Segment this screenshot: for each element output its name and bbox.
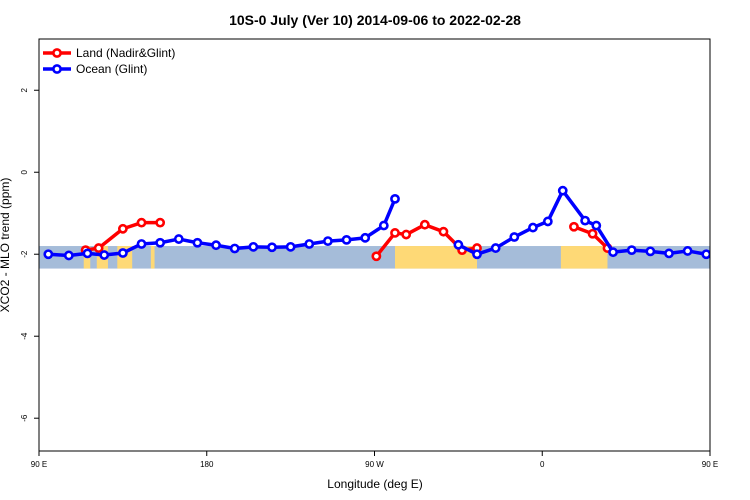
x-tick-label: 0 bbox=[540, 460, 545, 469]
ocean-data-point bbox=[453, 239, 464, 250]
ocean-data-point bbox=[136, 239, 147, 249]
land-data-point bbox=[401, 229, 412, 240]
ocean-data-point bbox=[557, 185, 568, 196]
x-axis: 90 E 180 90 W 0 90 E bbox=[31, 451, 718, 469]
ocean-data-point bbox=[82, 248, 93, 259]
ocean-data-point bbox=[360, 232, 371, 243]
land-data-point bbox=[587, 228, 598, 239]
ocean-data-point bbox=[580, 215, 591, 226]
ocean-data-point bbox=[721, 253, 728, 260]
land-data-point bbox=[136, 217, 147, 228]
ocean-data-point bbox=[378, 220, 389, 231]
y-axis: 2 0 -2 -4 -6 bbox=[20, 87, 39, 422]
legend-marker bbox=[52, 48, 62, 58]
ocean-data-point bbox=[740, 250, 747, 257]
ocean-data-point bbox=[341, 234, 352, 245]
ocean-data-point bbox=[472, 249, 482, 260]
land-data-point bbox=[419, 219, 430, 230]
ocean-data-point bbox=[528, 222, 538, 233]
ocean-data-point bbox=[99, 250, 110, 260]
land-data-point bbox=[569, 221, 579, 232]
y-tick-label: 2 bbox=[20, 87, 29, 92]
x-tick-label: 90 E bbox=[702, 460, 718, 469]
legend-label: Ocean (Glint) bbox=[76, 62, 147, 76]
land-data-point bbox=[93, 243, 104, 253]
x-tick-label: 180 bbox=[200, 460, 214, 469]
ocean-data-point bbox=[490, 243, 501, 253]
ocean-data-point bbox=[323, 236, 333, 247]
ocean-data-point bbox=[155, 237, 166, 248]
x-tick-label: 90 W bbox=[365, 460, 384, 469]
ocean-data-point bbox=[664, 248, 674, 259]
ocean-data-point bbox=[645, 246, 656, 257]
y-axis-title: XCO2 - MLO trend (ppm) bbox=[0, 178, 12, 313]
land-data-point bbox=[117, 223, 128, 234]
ocean-data-point bbox=[248, 241, 259, 252]
ocean-data-point bbox=[285, 241, 296, 252]
ocean-data-point bbox=[682, 246, 693, 256]
ocean-data-point bbox=[701, 249, 710, 260]
ocean-data-point bbox=[173, 234, 184, 244]
ocean-data-point bbox=[608, 247, 618, 258]
land-data-point bbox=[438, 226, 449, 237]
ocean-data-point bbox=[509, 232, 520, 242]
ocean-data-point bbox=[390, 193, 400, 204]
ocean-data-point bbox=[267, 242, 277, 253]
ocean-data-point bbox=[117, 248, 128, 258]
x-axis-title: Longitude (deg E) bbox=[327, 477, 422, 491]
ocean-data-point bbox=[542, 216, 553, 227]
legend-marker bbox=[52, 64, 62, 74]
ocean-data-point bbox=[229, 243, 240, 254]
land-data-point bbox=[155, 217, 166, 228]
land-data-point bbox=[390, 228, 400, 238]
land-region bbox=[150, 246, 155, 269]
land-region bbox=[560, 246, 608, 269]
ocean-data-point bbox=[626, 245, 637, 256]
y-tick-label: 0 bbox=[20, 169, 29, 174]
ocean-data-point bbox=[63, 250, 74, 261]
y-tick-label: -2 bbox=[20, 250, 29, 258]
legend-label: Land (Nadir&Glint) bbox=[76, 46, 175, 60]
y-tick-label: -6 bbox=[20, 414, 29, 422]
ocean-data-point bbox=[43, 249, 54, 260]
land-data-point bbox=[371, 251, 382, 262]
ocean-data-point bbox=[211, 240, 221, 251]
ocean-data-point bbox=[591, 220, 602, 231]
series-layer bbox=[43, 185, 747, 262]
ocean-data-point bbox=[304, 239, 315, 249]
legend: Land (Nadir&Glint) Ocean (Glint) bbox=[43, 46, 175, 76]
land-region bbox=[395, 246, 478, 269]
y-tick-label: -4 bbox=[20, 332, 29, 340]
ocean-data-point bbox=[192, 237, 203, 248]
chart-title: 10S-0 July (Ver 10) 2014-09-06 to 2022-0… bbox=[229, 12, 521, 28]
x-tick-label: 90 E bbox=[31, 460, 47, 469]
